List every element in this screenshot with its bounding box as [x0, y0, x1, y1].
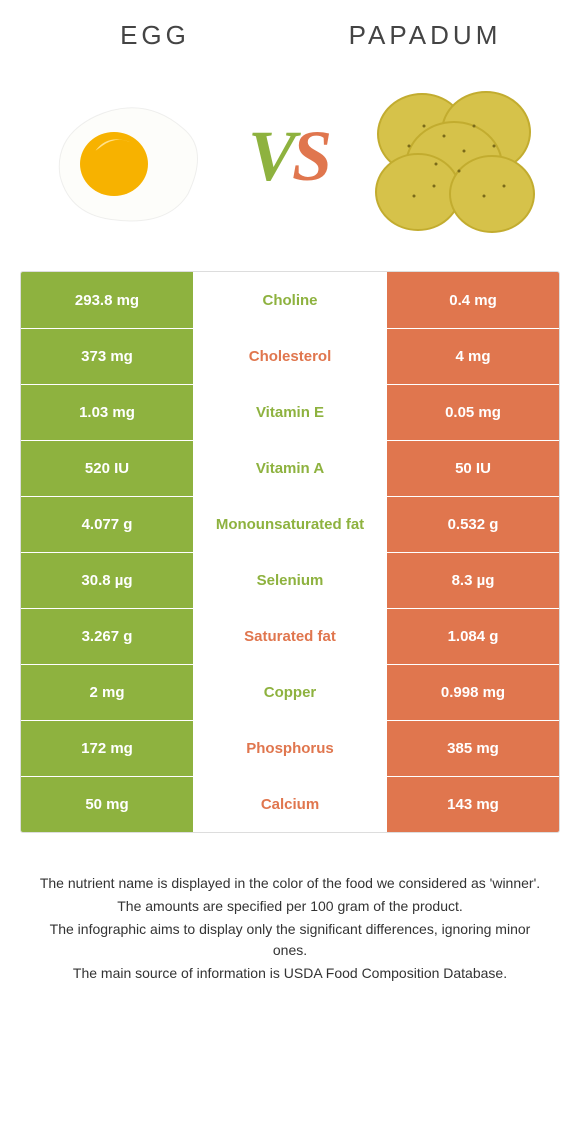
- table-row: 1.03 mgVitamin E0.05 mg: [21, 384, 559, 440]
- food1-title: EGG: [20, 20, 290, 51]
- right-value: 0.05 mg: [387, 385, 559, 440]
- left-value: 1.03 mg: [21, 385, 193, 440]
- right-value: 8.3 µg: [387, 553, 559, 608]
- left-value: 172 mg: [21, 721, 193, 776]
- left-value: 2 mg: [21, 665, 193, 720]
- table-row: 2 mgCopper0.998 mg: [21, 664, 559, 720]
- nutrient-name: Copper: [193, 665, 387, 720]
- papadum-image: [364, 76, 544, 236]
- table-row: 30.8 µgSelenium8.3 µg: [21, 552, 559, 608]
- footer-line: The amounts are specified per 100 gram o…: [32, 896, 548, 917]
- table-row: 172 mgPhosphorus385 mg: [21, 720, 559, 776]
- right-value: 0.4 mg: [387, 272, 559, 328]
- nutrient-name: Vitamin A: [193, 441, 387, 496]
- right-value: 1.084 g: [387, 609, 559, 664]
- nutrient-name: Vitamin E: [193, 385, 387, 440]
- left-value: 3.267 g: [21, 609, 193, 664]
- right-value: 0.532 g: [387, 497, 559, 552]
- right-value: 385 mg: [387, 721, 559, 776]
- right-value: 143 mg: [387, 777, 559, 832]
- nutrient-name: Phosphorus: [193, 721, 387, 776]
- nutrient-name: Calcium: [193, 777, 387, 832]
- footer-line: The nutrient name is displayed in the co…: [32, 873, 548, 894]
- table-row: 520 IUVitamin A50 IU: [21, 440, 559, 496]
- table-row: 50 mgCalcium143 mg: [21, 776, 559, 832]
- food2-title: PAPADUM: [290, 20, 560, 51]
- right-value: 50 IU: [387, 441, 559, 496]
- left-value: 4.077 g: [21, 497, 193, 552]
- nutrient-name: Selenium: [193, 553, 387, 608]
- footer-line: The infographic aims to display only the…: [32, 919, 548, 961]
- table-row: 293.8 mgCholine0.4 mg: [21, 272, 559, 328]
- nutrient-name: Cholesterol: [193, 329, 387, 384]
- left-value: 293.8 mg: [21, 272, 193, 328]
- title-row: EGG PAPADUM: [20, 20, 560, 51]
- left-value: 50 mg: [21, 777, 193, 832]
- vs-label: V S: [248, 115, 332, 198]
- left-value: 30.8 µg: [21, 553, 193, 608]
- egg-image: [36, 76, 216, 236]
- left-value: 520 IU: [21, 441, 193, 496]
- vs-v: V: [248, 115, 296, 198]
- right-value: 4 mg: [387, 329, 559, 384]
- footer-notes: The nutrient name is displayed in the co…: [20, 873, 560, 984]
- vs-s: S: [292, 115, 332, 198]
- nutrient-name: Saturated fat: [193, 609, 387, 664]
- nutrient-name: Choline: [193, 272, 387, 328]
- table-row: 373 mgCholesterol4 mg: [21, 328, 559, 384]
- table-row: 3.267 gSaturated fat1.084 g: [21, 608, 559, 664]
- nutrient-name: Monounsaturated fat: [193, 497, 387, 552]
- footer-line: The main source of information is USDA F…: [32, 963, 548, 984]
- hero-row: V S: [20, 61, 560, 251]
- table-row: 4.077 gMonounsaturated fat0.532 g: [21, 496, 559, 552]
- nutrient-table: 293.8 mgCholine0.4 mg373 mgCholesterol4 …: [20, 271, 560, 833]
- right-value: 0.998 mg: [387, 665, 559, 720]
- left-value: 373 mg: [21, 329, 193, 384]
